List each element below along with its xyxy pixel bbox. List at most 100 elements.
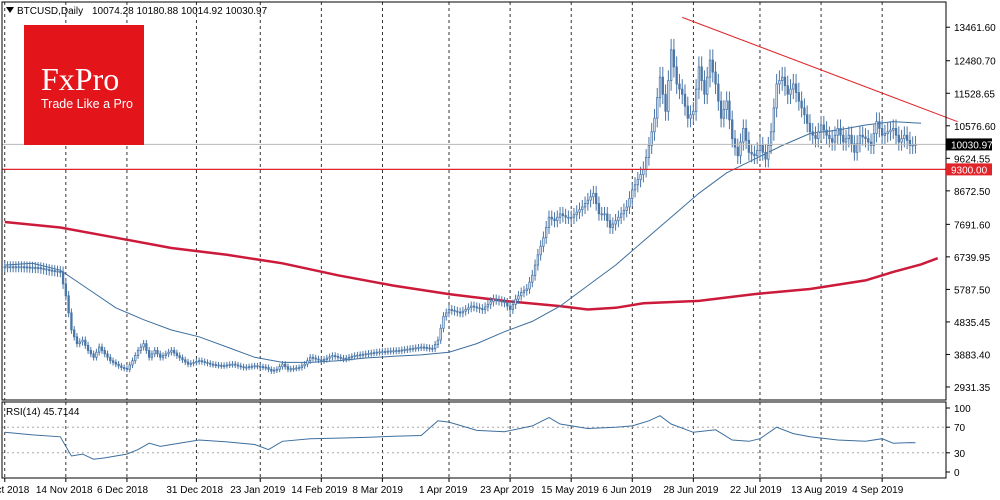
rsi-line xyxy=(4,415,916,460)
candle-body xyxy=(92,353,95,358)
candle-body xyxy=(161,355,165,358)
candle-body xyxy=(45,268,48,271)
candle-body xyxy=(750,151,753,155)
rsi-tick-label: 70 xyxy=(954,423,966,434)
candle-body xyxy=(247,366,251,369)
candle-body xyxy=(700,66,703,81)
candle-body xyxy=(217,364,220,367)
candle-body xyxy=(117,363,120,367)
candle-body xyxy=(744,128,748,141)
candle-body xyxy=(558,213,562,218)
candle-body xyxy=(536,254,540,266)
candle-body xyxy=(458,311,462,314)
candle-body xyxy=(436,339,440,345)
candle-body xyxy=(639,174,642,181)
candle-body xyxy=(9,266,12,269)
candle-body xyxy=(844,138,848,143)
candle-body xyxy=(772,107,776,133)
candle-body xyxy=(259,365,262,368)
candle-body xyxy=(714,71,717,85)
y-tick-label: 5787.50 xyxy=(954,285,991,296)
candle-body xyxy=(470,305,473,309)
main-plot-frame xyxy=(1,1,947,401)
candle-body xyxy=(397,350,401,352)
candle-body xyxy=(123,367,126,369)
candle-body xyxy=(811,131,814,136)
candle-body xyxy=(239,365,242,368)
x-tick-label: 6 Dec 2018 xyxy=(97,485,149,496)
candle-body xyxy=(886,131,889,134)
candle-body xyxy=(120,365,123,368)
candle-body xyxy=(872,133,875,146)
candle-body xyxy=(520,291,523,297)
candle-body xyxy=(186,361,190,365)
x-tick-label: 23 Oct 2018 xyxy=(0,485,30,496)
chart-symbol: BTCUSD,Daily xyxy=(17,6,83,17)
candle-body xyxy=(803,107,806,116)
candle-body xyxy=(867,138,870,143)
candle-body xyxy=(6,266,9,269)
candle-body xyxy=(89,350,93,355)
candle-body xyxy=(408,348,412,351)
candle-body xyxy=(756,150,759,157)
candle-body xyxy=(831,138,834,143)
current-price-tag xyxy=(946,138,992,151)
candle-body xyxy=(806,114,809,124)
candle-body xyxy=(222,365,226,367)
candle-body xyxy=(61,271,65,285)
candle-body xyxy=(722,109,726,119)
candle-body xyxy=(869,141,873,146)
candle-body xyxy=(747,139,751,153)
collapse-arrow-icon[interactable] xyxy=(6,7,14,13)
candle-body xyxy=(595,192,598,204)
candle-body xyxy=(184,359,187,363)
candle-body xyxy=(706,76,709,95)
candle-body xyxy=(800,100,803,109)
candle-body xyxy=(189,362,192,365)
candle-body xyxy=(822,124,825,131)
candle-body xyxy=(453,309,456,312)
candle-body xyxy=(3,266,6,269)
candle-body xyxy=(656,97,659,119)
candle-body xyxy=(522,290,526,293)
candle-body xyxy=(517,295,520,300)
candle-body xyxy=(206,362,209,364)
candle-body xyxy=(264,366,267,369)
candle-body xyxy=(592,192,595,198)
candle-body xyxy=(350,356,353,358)
candle-body xyxy=(53,270,56,273)
candle-body xyxy=(769,131,773,146)
candle-body xyxy=(383,351,387,353)
x-tick-label: 28 Jun 2019 xyxy=(663,485,718,496)
candle-body xyxy=(272,369,276,372)
candle-body xyxy=(719,100,723,119)
candle-body xyxy=(95,351,98,358)
candle-body xyxy=(214,364,217,366)
y-tick-label: 11528.65 xyxy=(954,89,995,100)
candle-body xyxy=(478,307,481,310)
candle-body xyxy=(570,216,573,219)
candle-body xyxy=(139,346,142,351)
candle-body xyxy=(828,134,831,140)
candle-body xyxy=(36,267,40,270)
y-tick-label: 4835.45 xyxy=(954,318,991,329)
candle-body xyxy=(450,309,453,311)
x-tick-label: 22 Jul 2019 xyxy=(730,485,782,496)
candle-body xyxy=(855,143,859,153)
candle-body xyxy=(514,298,517,305)
x-tick-label: 14 Feb 2019 xyxy=(291,485,348,496)
candle-body xyxy=(136,350,140,356)
candle-body xyxy=(150,353,154,358)
y-tick-label: 3883.40 xyxy=(954,350,991,361)
candle-body xyxy=(878,121,881,129)
candle-body xyxy=(775,83,778,109)
candle-body xyxy=(767,145,770,160)
candle-body xyxy=(611,223,614,228)
candle-body xyxy=(331,355,334,358)
candle-body xyxy=(508,305,512,310)
candle-body xyxy=(370,352,373,355)
candle-body xyxy=(75,336,79,345)
candle-body xyxy=(175,352,179,356)
candle-body xyxy=(220,365,223,367)
